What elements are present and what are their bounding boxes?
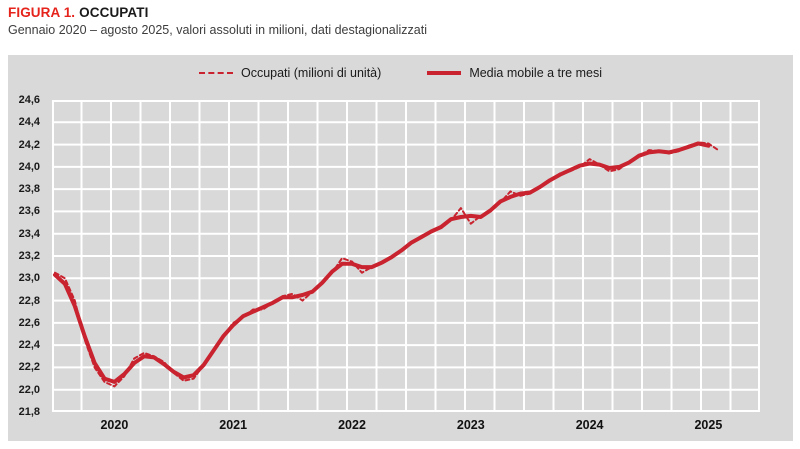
legend-item-media-mobile: Media mobile a tre mesi [427,66,602,80]
y-axis-tick-label: 24,0 [18,160,40,173]
legend-label: Media mobile a tre mesi [469,66,603,80]
solid-line-swatch-icon [427,71,462,75]
y-axis-tick-label: 22,4 [18,339,40,352]
y-axis-tick-label: 24,2 [18,138,40,151]
y-axis-tick-label: 24,6 [18,94,40,106]
y-axis-tick-label: 22,2 [18,361,40,374]
media-mobile-line [53,141,711,384]
figure-subtitle: Gennaio 2020 – agosto 2025, valori assol… [8,23,428,37]
page-title: FIGURA 1. OCCUPATI [8,5,427,20]
plot-area: 24,6 24,4 24,2 24,0 23,8 23,6 23,4 23,2 23,0 22,8… [19,94,760,432]
occupati-line [54,141,720,388]
y-axis-tick-label: 22,6 [18,316,40,329]
chart-panel: Occupati (milioni di unità) Media mobile… [8,55,793,441]
chart-legend: Occupati (milioni di unità) Media mobile… [8,66,793,80]
y-axis-tick-label: 22,0 [18,383,40,396]
y-axis-tick-label: 21,8 [18,406,40,418]
figure-number-label: FIGURA 1. [8,5,76,20]
dashed-line-swatch-icon [198,72,233,74]
figure-header: FIGURA 1. OCCUPATI Gennaio 2020 – agosto … [8,5,427,37]
y-axis-tick-label: 23,8 [18,183,40,196]
legend-item-occupati: Occupati (milioni di unità) [198,66,382,80]
y-axis-tick-label: 23,0 [18,272,40,285]
x-axis-tick-label: 2022 [338,418,366,432]
y-axis-tick-label: 23,4 [18,227,40,240]
x-axis-tick-label: 2021 [219,418,248,432]
legend-label: Occupati (milioni di unità) [240,66,382,80]
y-axis-tick-label: 23,6 [18,205,40,218]
y-axis-tick-label: 22,8 [18,294,40,307]
y-axis-tick-label: 23,2 [18,250,40,262]
y-axis-tick-label: 24,4 [18,116,40,129]
x-axis-tick-label: 2025 [694,418,723,432]
line-chart [52,100,760,412]
x-axis-tick-label: 2024 [575,418,604,432]
x-axis-tick-label: 2023 [456,418,485,432]
figure-title-text: OCCUPATI [79,5,149,20]
x-axis-tick-label: 2020 [100,418,129,432]
